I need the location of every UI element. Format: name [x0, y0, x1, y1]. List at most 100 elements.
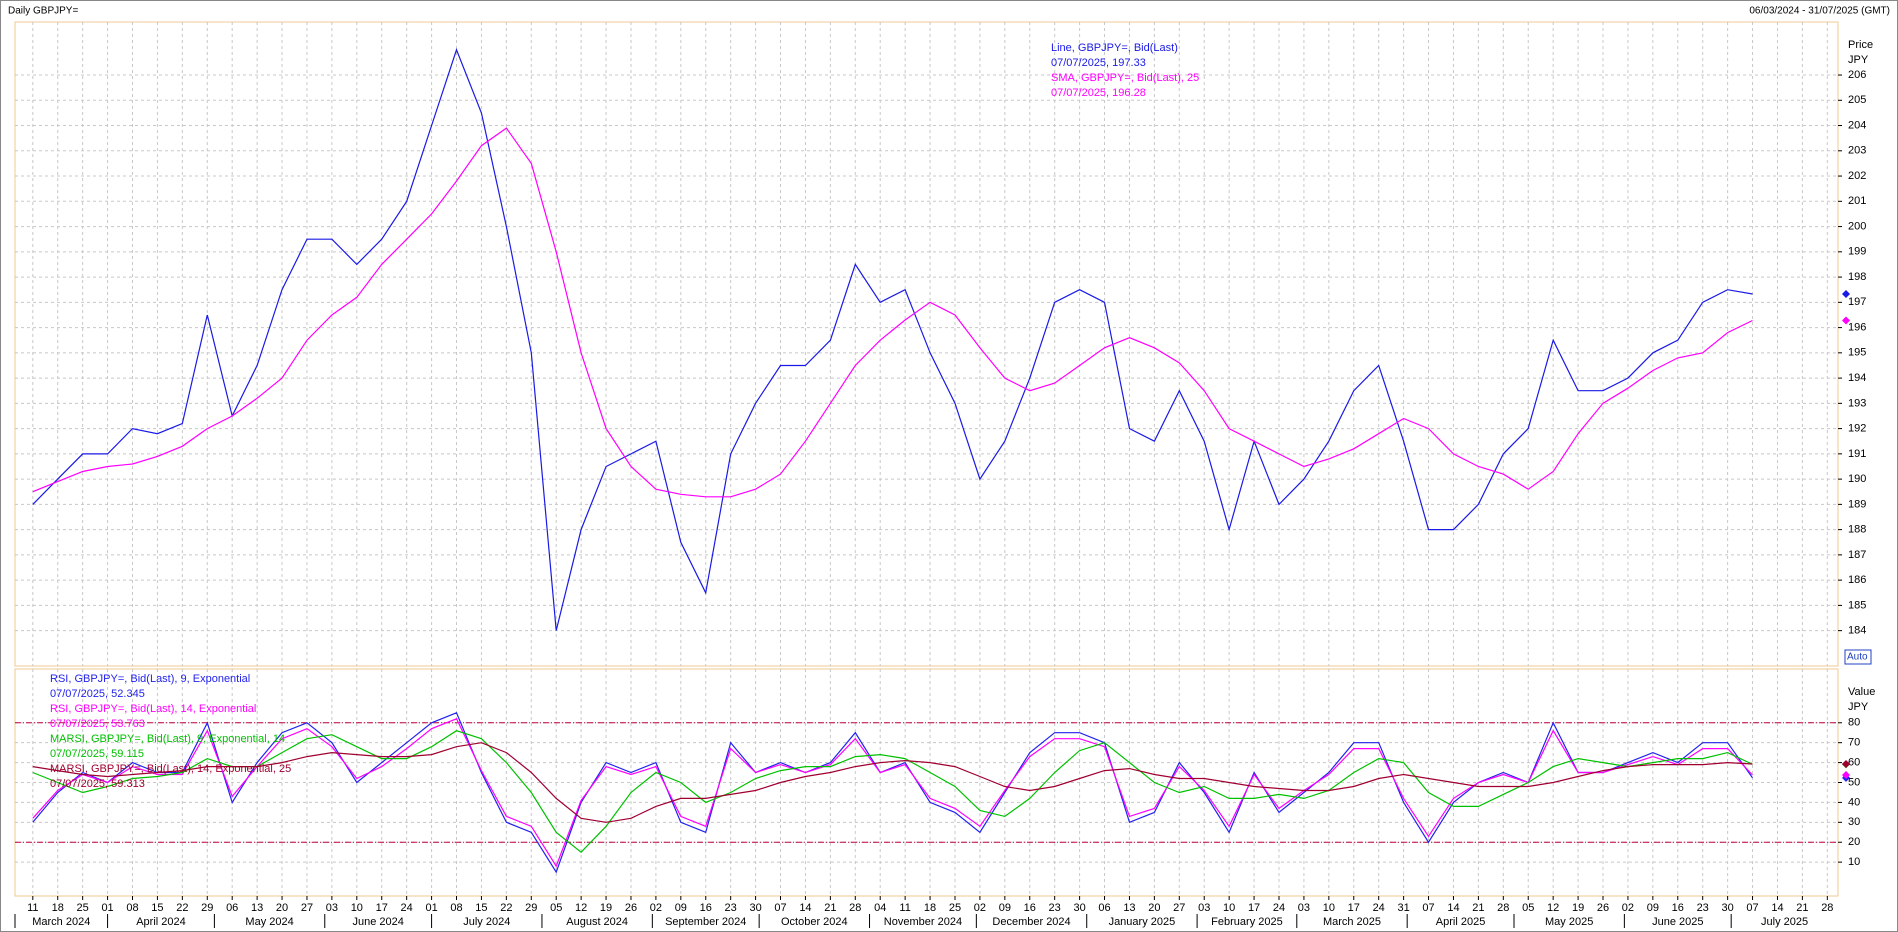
month-label: May 2024 — [245, 916, 293, 928]
month-label: March 2024 — [32, 916, 90, 928]
legend-entry: Line, GBPJPY=, Bid(Last) — [1051, 42, 1178, 54]
x-tick-label: 22 — [176, 902, 188, 914]
month-label: June 2025 — [1652, 916, 1703, 928]
x-tick-label: 07 — [774, 902, 786, 914]
x-tick-label: 06 — [226, 902, 238, 914]
y-tick-label: 198 — [1848, 271, 1866, 283]
x-tick-label: 04 — [874, 902, 886, 914]
month-label: July 2025 — [1761, 916, 1808, 928]
series-line — [32, 48, 1753, 631]
x-tick-label: 23 — [1049, 902, 1061, 914]
x-tick-label: 27 — [1173, 902, 1185, 914]
month-label: October 2024 — [781, 916, 848, 928]
x-tick-label: 16 — [700, 902, 712, 914]
y-tick-label: 189 — [1848, 498, 1866, 510]
x-tick-label: 26 — [1597, 902, 1609, 914]
month-label: November 2024 — [884, 916, 962, 928]
x-tick-label: 13 — [1123, 902, 1135, 914]
x-tick-label: 09 — [999, 902, 1011, 914]
y-axis-unit: JPY — [1848, 54, 1869, 66]
x-tick-label: 03 — [1298, 902, 1310, 914]
series-line — [32, 712, 1753, 874]
y-tick-label: 187 — [1848, 549, 1866, 561]
x-tick-label: 19 — [1572, 902, 1584, 914]
y-tick-label: 202 — [1848, 170, 1866, 182]
legend-last-value: 07/07/2025, 59.313 — [50, 778, 145, 790]
y-tick-label: 193 — [1848, 397, 1866, 409]
x-tick-label: 08 — [126, 902, 138, 914]
legend-last-value: 07/07/2025, 53.763 — [50, 718, 145, 730]
x-tick-label: 28 — [1821, 902, 1833, 914]
auto-button[interactable] — [1844, 649, 1872, 665]
y-tick-label: 186 — [1848, 574, 1866, 586]
month-label: January 2025 — [1109, 916, 1176, 928]
legend-entry: RSI, GBPJPY=, Bid(Last), 14, Exponential — [50, 703, 256, 715]
x-tick-label: 25 — [77, 902, 89, 914]
y-tick-label: 195 — [1848, 347, 1866, 359]
auto-button-label[interactable]: Auto — [1847, 652, 1868, 663]
x-tick-label: 20 — [1148, 902, 1160, 914]
y-tick-label: 10 — [1848, 856, 1860, 868]
x-tick-label: 27 — [301, 902, 313, 914]
x-tick-label: 23 — [1697, 902, 1709, 914]
x-tick-label: 05 — [550, 902, 562, 914]
x-tick-label: 30 — [749, 902, 761, 914]
month-label: February 2025 — [1211, 916, 1283, 928]
x-tick-label: 02 — [1622, 902, 1634, 914]
last-value-marker — [1842, 316, 1850, 325]
last-value-marker — [1842, 759, 1850, 768]
y-tick-label: 70 — [1848, 737, 1860, 749]
x-tick-label: 12 — [575, 902, 587, 914]
x-tick-label: 29 — [201, 902, 213, 914]
y-tick-label: 190 — [1848, 473, 1866, 485]
x-tick-label: 30 — [1073, 902, 1085, 914]
x-tick-label: 07 — [1422, 902, 1434, 914]
y-tick-label: 203 — [1848, 145, 1866, 157]
x-tick-label: 21 — [1796, 902, 1808, 914]
x-tick-label: 05 — [1522, 902, 1534, 914]
legend-entry: MARSI, GBPJPY=, Bid(Last), 14, Exponenti… — [50, 763, 291, 775]
x-tick-label: 10 — [1223, 902, 1235, 914]
y-tick-label: 80 — [1848, 717, 1860, 729]
y-tick-label: 30 — [1848, 816, 1860, 828]
y-tick-label: 185 — [1848, 599, 1866, 611]
month-label: September 2024 — [665, 916, 746, 928]
x-tick-label: 16 — [1024, 902, 1036, 914]
x-tick-label: 16 — [1672, 902, 1684, 914]
x-tick-label: 19 — [600, 902, 612, 914]
x-tick-label: 21 — [1472, 902, 1484, 914]
x-tick-label: 26 — [625, 902, 637, 914]
y-tick-label: 201 — [1848, 195, 1866, 207]
x-tick-label: 28 — [1497, 902, 1509, 914]
x-tick-label: 22 — [500, 902, 512, 914]
month-label: May 2025 — [1545, 916, 1593, 928]
x-tick-label: 20 — [276, 902, 288, 914]
x-tick-label: 09 — [675, 902, 687, 914]
chart-title: Daily GBPJPY= — [8, 6, 78, 17]
y-tick-label: 200 — [1848, 220, 1866, 232]
plot-frame — [14, 21, 1839, 667]
legend-last-value: 07/07/2025, 52.345 — [50, 688, 145, 700]
month-label: June 2024 — [352, 916, 403, 928]
x-tick-label: 03 — [326, 902, 338, 914]
y-tick-label: 60 — [1848, 756, 1860, 768]
x-tick-label: 18 — [52, 902, 64, 914]
y-tick-label: 191 — [1848, 448, 1866, 460]
x-tick-label: 23 — [725, 902, 737, 914]
y-tick-label: 40 — [1848, 796, 1860, 808]
y-tick-label: 197 — [1848, 296, 1866, 308]
y-tick-label: 199 — [1848, 246, 1866, 258]
y-tick-label: 204 — [1848, 119, 1866, 131]
x-tick-label: 11 — [27, 902, 38, 914]
last-value-marker — [1842, 289, 1850, 298]
x-tick-label: 14 — [799, 902, 811, 914]
x-tick-label: 01 — [101, 902, 113, 914]
month-label: December 2024 — [992, 916, 1070, 928]
y-tick-label: 184 — [1848, 625, 1866, 637]
legend-last-value: 07/07/2025, 59.115 — [50, 748, 144, 760]
x-tick-label: 24 — [401, 902, 413, 914]
x-tick-label: 29 — [525, 902, 537, 914]
x-tick-label: 14 — [1771, 902, 1783, 914]
